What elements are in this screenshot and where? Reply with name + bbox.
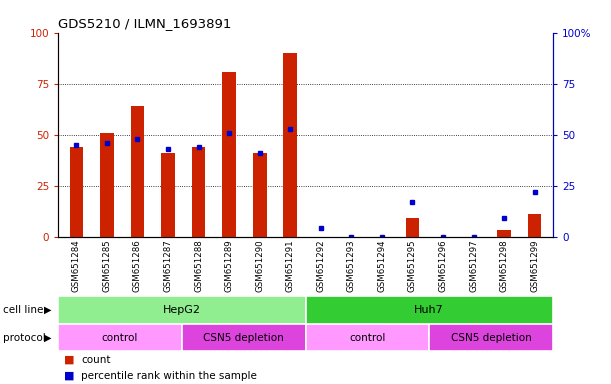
Bar [131,106,144,237]
Bar [284,53,297,237]
Text: control: control [349,333,386,343]
Text: GSM651299: GSM651299 [530,240,539,292]
Bar [192,147,205,237]
Text: GSM651293: GSM651293 [347,240,356,292]
Text: GSM651296: GSM651296 [439,240,447,292]
Text: CSN5 depletion: CSN5 depletion [451,333,532,343]
Text: HepG2: HepG2 [163,305,201,315]
Bar [406,218,419,237]
Bar [306,296,553,324]
Text: GDS5210 / ILMN_1693891: GDS5210 / ILMN_1693891 [58,17,232,30]
Text: ▶: ▶ [44,333,51,343]
Text: GSM651291: GSM651291 [286,240,295,292]
Text: GSM651286: GSM651286 [133,240,142,292]
Bar [161,153,175,237]
Text: GSM651295: GSM651295 [408,240,417,292]
Text: ■: ■ [64,371,75,381]
Text: GSM651297: GSM651297 [469,240,478,292]
Text: control: control [101,333,138,343]
Bar [528,214,541,237]
Text: cell line: cell line [3,305,43,315]
Text: GSM651289: GSM651289 [225,240,233,292]
Bar [58,296,306,324]
Bar [253,153,266,237]
Text: ■: ■ [64,354,75,364]
Text: CSN5 depletion: CSN5 depletion [203,333,284,343]
Bar [70,147,83,237]
Text: count: count [81,354,111,364]
Text: ▶: ▶ [44,305,51,315]
Text: GSM651284: GSM651284 [72,240,81,292]
Text: GSM651294: GSM651294 [378,240,386,292]
Bar [100,133,114,237]
Text: GSM651287: GSM651287 [164,240,172,292]
Text: GSM651285: GSM651285 [103,240,111,292]
Text: percentile rank within the sample: percentile rank within the sample [81,371,257,381]
Bar [497,230,511,237]
Text: GSM651290: GSM651290 [255,240,264,292]
Bar [182,324,306,351]
Text: GSM651288: GSM651288 [194,240,203,292]
Bar [58,324,182,351]
Text: protocol: protocol [3,333,46,343]
Bar [306,324,429,351]
Text: GSM651292: GSM651292 [316,240,325,292]
Bar [429,324,553,351]
Text: GSM651298: GSM651298 [500,240,508,292]
Bar [222,72,236,237]
Text: Huh7: Huh7 [414,305,444,315]
